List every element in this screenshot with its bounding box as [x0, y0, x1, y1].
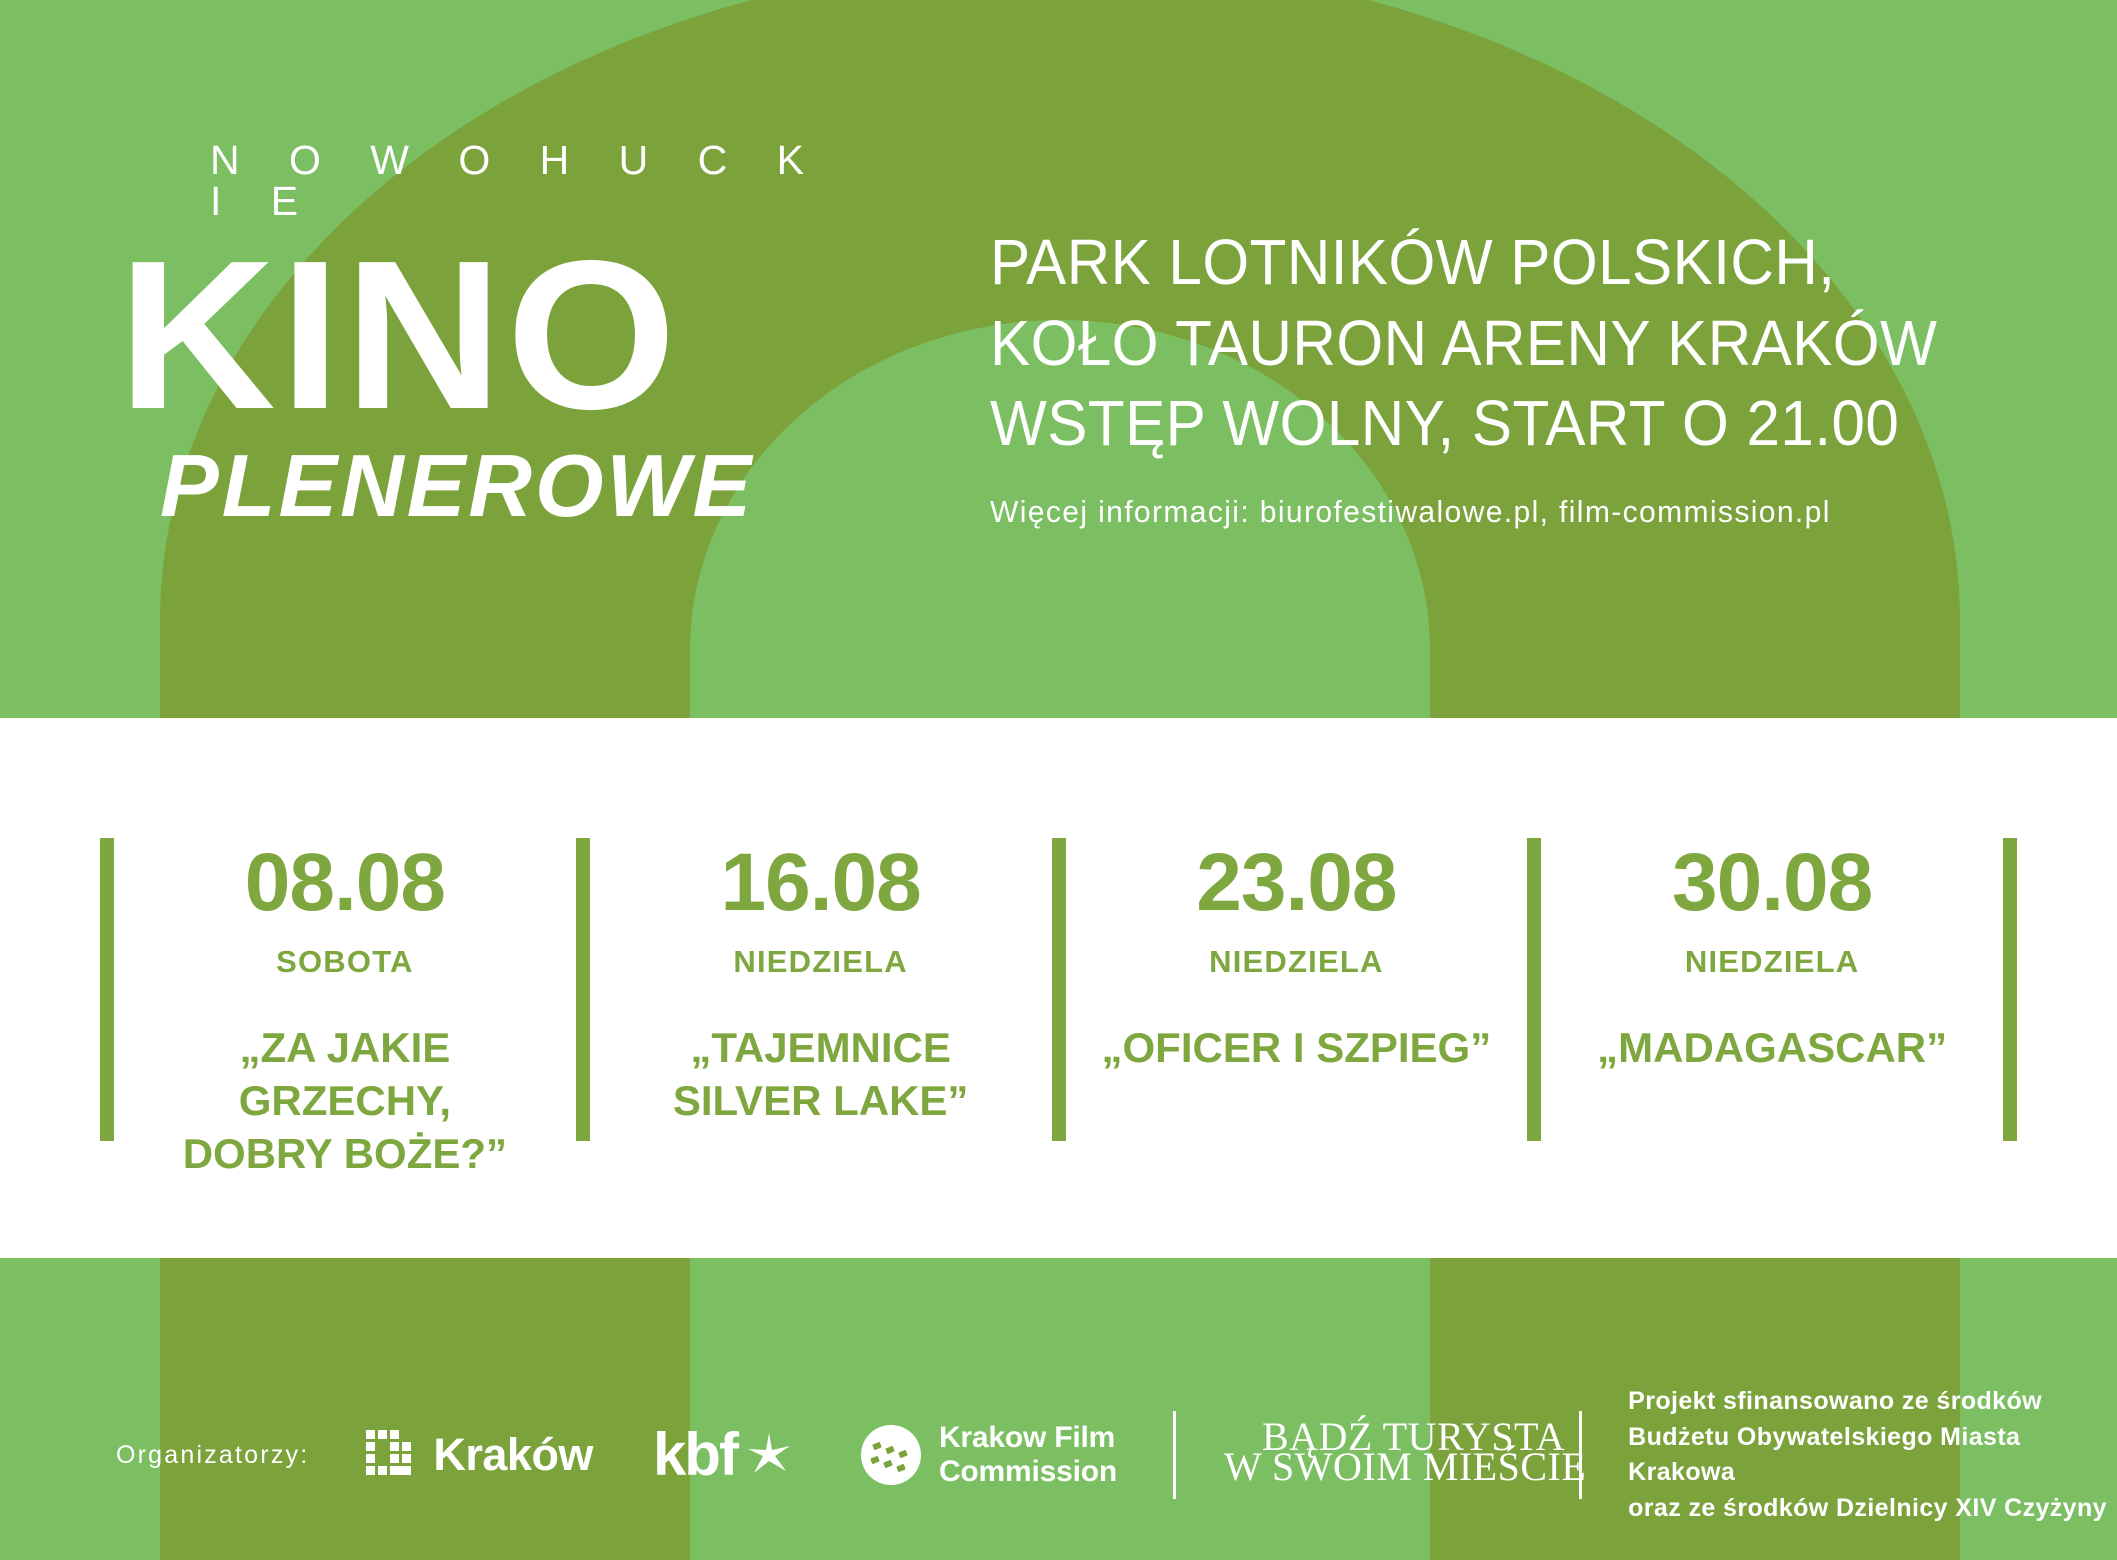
kbf-logo-text: kbf	[652, 1421, 739, 1488]
schedule-item-3: 23.08 NIEDZIELA „OFICER I SZPIEG”	[1066, 838, 1528, 1181]
venue-line-1: PARK LOTNIKÓW POLSKICH,	[990, 226, 1836, 298]
screening-date: 23.08	[1196, 837, 1397, 928]
footer-section: Organizatorzy:	[0, 1258, 2117, 1560]
krakow-film-commission-text: Krakow Film Commission	[938, 1421, 1117, 1488]
krakow-logo: Kraków	[365, 1429, 593, 1481]
krakow-film-commission-logo: Krakow Film Commission	[859, 1421, 1117, 1488]
screening-weekday: NIEDZIELA	[1684, 944, 1860, 979]
krakow-logo-text: Kraków	[433, 1429, 593, 1480]
screening-film-title: „OFICER I SZPIEG”	[1101, 1024, 1492, 1071]
brand-block: N O W O H U C K I E KINO PLENEROWE	[118, 140, 838, 530]
schedule-band: 08.08 SOBOTA „ZA JAKIE GRZECHY, DOBRY BO…	[0, 718, 2117, 1258]
screening-date: 30.08	[1672, 837, 1873, 928]
screening-film-title: „MADAGASCAR”	[1597, 1024, 1948, 1071]
venue-line-3: WSTĘP WOLNY, START O 21.00	[990, 387, 1900, 460]
screening-weekday: NIEDZIELA	[1209, 944, 1384, 979]
funding-statement: Projekt sfinansowano ze środków Budżetu …	[1628, 1387, 2107, 1522]
brand-kicker: N O W O H U C K I E	[210, 137, 823, 224]
krakow-grid-icon	[366, 1430, 412, 1475]
more-info-line: Więcej informacji: biurofestiwalowe.pl, …	[990, 493, 1831, 529]
footer-logo-row: Organizatorzy:	[0, 1387, 2117, 1522]
header-section: N O W O H U C K I E KINO PLENEROWE PARK …	[0, 0, 2117, 718]
screening-date: 16.08	[720, 837, 922, 928]
tourist-campaign-logo: BĄDŹ TURYSTA W SWOIM MIEŚCIE	[1224, 1407, 1586, 1503]
venue-block: PARK LOTNIKÓW POLSKICH, KOŁO TAURON AREN…	[990, 222, 2090, 530]
tourist-line-1: BĄDŹ TURYSTA	[1261, 1414, 1566, 1459]
venue-line-2: KOŁO TAURON ARENY KRAKÓW	[990, 306, 1938, 379]
screening-date: 08.08	[244, 837, 446, 928]
screening-film-title: „ZA JAKIE GRZECHY, DOBRY BOŻE?”	[182, 1024, 508, 1177]
schedule-divider	[2003, 838, 2017, 1141]
kbf-logo: kbf	[653, 1425, 793, 1485]
schedule-item-2: 16.08 NIEDZIELA „TAJEMNICE SILVER LAKE”	[590, 838, 1052, 1181]
organizers-label: Organizatorzy:	[116, 1440, 310, 1469]
screening-film-title: „TAJEMNICE SILVER LAKE”	[672, 1024, 969, 1124]
schedule-list: 08.08 SOBOTA „ZA JAKIE GRZECHY, DOBRY BO…	[100, 838, 2017, 1181]
schedule-item-4: 30.08 NIEDZIELA „MADAGASCAR”	[1541, 838, 2003, 1181]
footer-divider-1	[1172, 1411, 1176, 1499]
schedule-divider	[100, 838, 114, 1141]
brand-title-plenerowe: PLENEROWE	[160, 435, 755, 535]
schedule-item-1: 08.08 SOBOTA „ZA JAKIE GRZECHY, DOBRY BO…	[114, 838, 576, 1181]
screening-weekday: SOBOTA	[276, 944, 414, 979]
tourist-line-2: W SWOIM MIEŚCIE	[1223, 1444, 1587, 1489]
schedule-divider	[1527, 838, 1542, 1141]
screening-weekday: NIEDZIELA	[733, 944, 908, 979]
footer-divider-2	[1579, 1411, 1583, 1499]
film-reel-icon	[860, 1425, 921, 1485]
kbf-star-icon	[747, 1433, 790, 1473]
brand-title-kino: KINO	[118, 216, 681, 453]
schedule-divider	[575, 838, 590, 1141]
schedule-divider	[1051, 838, 1066, 1141]
